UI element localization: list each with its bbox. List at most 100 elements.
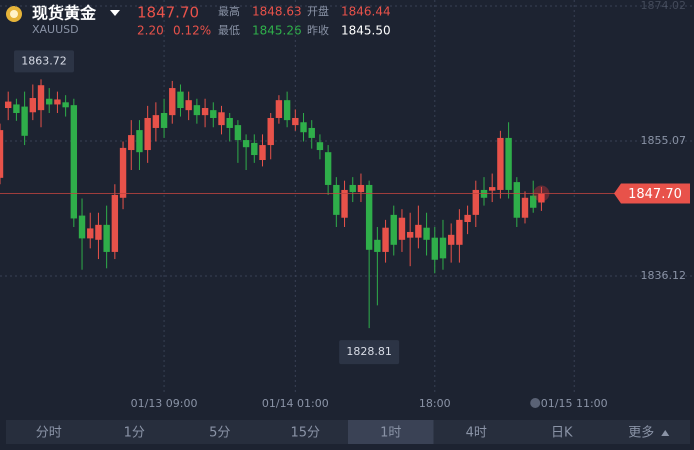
tab[interactable]: 1时 xyxy=(380,426,401,441)
candle-body xyxy=(333,184,340,215)
candle-body xyxy=(103,224,110,252)
candle-body xyxy=(406,231,414,238)
stat-value: 1845.26 xyxy=(252,24,302,38)
candle-body xyxy=(283,100,291,121)
candle-body xyxy=(87,228,94,239)
y-tick-label: 1836.12 xyxy=(641,269,687,282)
more-arrow[interactable] xyxy=(661,430,670,436)
stat-label: 开盘 xyxy=(307,4,329,18)
time-handle xyxy=(530,398,541,408)
candle-body xyxy=(521,197,529,218)
stat-label: 最高 xyxy=(218,4,240,18)
candle-body xyxy=(201,108,209,116)
candle-body xyxy=(308,127,315,138)
change-pct: 0.12% xyxy=(173,24,211,38)
candle-body xyxy=(349,184,356,193)
candle-body xyxy=(513,182,521,218)
candle-body xyxy=(316,142,324,151)
candle-body xyxy=(185,100,192,111)
candle-body xyxy=(242,140,250,148)
x-tick-label: 18:00 xyxy=(419,397,451,410)
candle-body xyxy=(128,135,135,151)
candle-body xyxy=(374,239,381,252)
candle-body xyxy=(505,137,512,190)
candle-body xyxy=(275,100,283,118)
candle-body xyxy=(447,234,455,245)
y-tick-label: 1874.02 xyxy=(641,0,687,12)
candle-body xyxy=(95,224,102,240)
candle-body xyxy=(29,98,37,113)
candle-body xyxy=(46,98,53,105)
tab[interactable]: 15分 xyxy=(290,426,320,441)
candle-body xyxy=(62,102,69,108)
candle-body xyxy=(497,137,504,190)
change: 2.20 xyxy=(137,24,164,38)
max-marker-label: 1863.72 xyxy=(21,54,67,67)
symbol: XAUUSD xyxy=(32,23,79,36)
dropdown-arrow[interactable] xyxy=(110,10,120,16)
min-marker-box xyxy=(339,340,400,365)
x-tick-label: 01/13 09:00 xyxy=(131,397,198,410)
candle-body xyxy=(488,187,496,191)
candle-body xyxy=(136,130,143,153)
price-tag xyxy=(614,183,690,204)
candle-body xyxy=(144,117,151,151)
tab[interactable]: 分时 xyxy=(36,426,62,441)
candle-body xyxy=(169,88,176,116)
candle-body xyxy=(398,217,406,240)
candle-body xyxy=(530,195,537,208)
candle-body xyxy=(464,214,471,223)
tab[interactable]: 4时 xyxy=(466,426,487,441)
candle-body xyxy=(218,112,225,126)
candle-body xyxy=(0,130,4,178)
title: 现货黄金 xyxy=(32,4,97,23)
y-tick-label: 1855.07 xyxy=(641,134,687,147)
candle-body xyxy=(54,99,61,105)
candle-body xyxy=(382,227,389,252)
candle-body xyxy=(152,115,160,128)
candle-body xyxy=(365,184,373,250)
candle-body xyxy=(341,189,348,218)
candle-body xyxy=(324,152,332,185)
candle-body xyxy=(292,117,299,126)
stat-label: 最低 xyxy=(218,24,240,37)
candle-body xyxy=(119,147,127,198)
candle-body xyxy=(456,219,463,245)
candle-body xyxy=(357,184,365,193)
candle-body xyxy=(70,105,78,219)
candle-body xyxy=(21,106,28,136)
candle-body xyxy=(37,85,45,111)
candle-body xyxy=(390,214,397,245)
candle-body xyxy=(226,117,233,128)
price: 1847.70 xyxy=(137,4,199,22)
tab[interactable]: 更多 xyxy=(628,425,654,441)
candle-body xyxy=(210,110,217,118)
candle-body xyxy=(472,189,479,215)
tab[interactable]: 1分 xyxy=(124,426,145,441)
candle-body xyxy=(78,215,86,239)
candle-body xyxy=(13,104,20,113)
candle-body xyxy=(259,145,266,161)
candle-body xyxy=(439,237,447,259)
logo-inner xyxy=(10,10,18,18)
candle-body xyxy=(251,142,258,156)
stat-value: 1848.63 xyxy=(252,5,302,19)
candle-body xyxy=(300,122,307,133)
tab-active[interactable] xyxy=(348,420,434,444)
max-marker-box xyxy=(14,50,75,73)
stat-value: 1845.50 xyxy=(341,24,391,38)
min-marker-label: 1828.81 xyxy=(346,345,392,358)
stat-label: 昨收 xyxy=(307,23,329,37)
tab[interactable]: 5分 xyxy=(209,426,230,441)
candle-body xyxy=(431,237,438,260)
candle-body xyxy=(111,194,119,252)
x-tick-label: 01/14 01:00 xyxy=(262,397,329,410)
candle-body xyxy=(193,105,201,116)
candle-body xyxy=(234,125,242,141)
x-tick-label: 01/15 11:00 xyxy=(541,397,608,410)
price-tag-label: 1847.70 xyxy=(628,187,682,202)
candle-body xyxy=(423,227,430,240)
tab[interactable]: 日K xyxy=(551,426,573,441)
candle-body xyxy=(415,224,422,238)
